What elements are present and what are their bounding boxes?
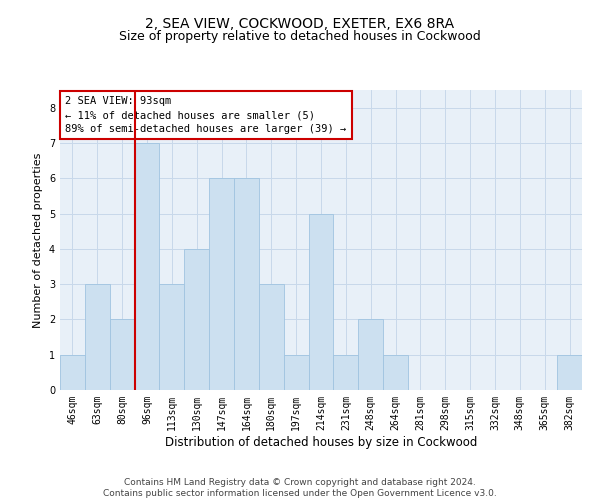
Text: Size of property relative to detached houses in Cockwood: Size of property relative to detached ho… [119,30,481,43]
Y-axis label: Number of detached properties: Number of detached properties [34,152,43,328]
Bar [358,320,383,390]
Bar [110,320,134,390]
Bar [308,214,334,390]
Text: 2 SEA VIEW: 93sqm
← 11% of detached houses are smaller (5)
89% of semi-detached : 2 SEA VIEW: 93sqm ← 11% of detached hous… [65,96,346,134]
Bar [557,354,582,390]
Bar [184,249,209,390]
Bar [284,354,308,390]
Bar [334,354,358,390]
Bar [209,178,234,390]
Bar [134,143,160,390]
Text: Distribution of detached houses by size in Cockwood: Distribution of detached houses by size … [165,436,477,449]
Bar [383,354,408,390]
Bar [234,178,259,390]
Bar [259,284,284,390]
Bar [160,284,184,390]
Text: Contains HM Land Registry data © Crown copyright and database right 2024.
Contai: Contains HM Land Registry data © Crown c… [103,478,497,498]
Bar [60,354,85,390]
Bar [85,284,110,390]
Text: 2, SEA VIEW, COCKWOOD, EXETER, EX6 8RA: 2, SEA VIEW, COCKWOOD, EXETER, EX6 8RA [145,18,455,32]
